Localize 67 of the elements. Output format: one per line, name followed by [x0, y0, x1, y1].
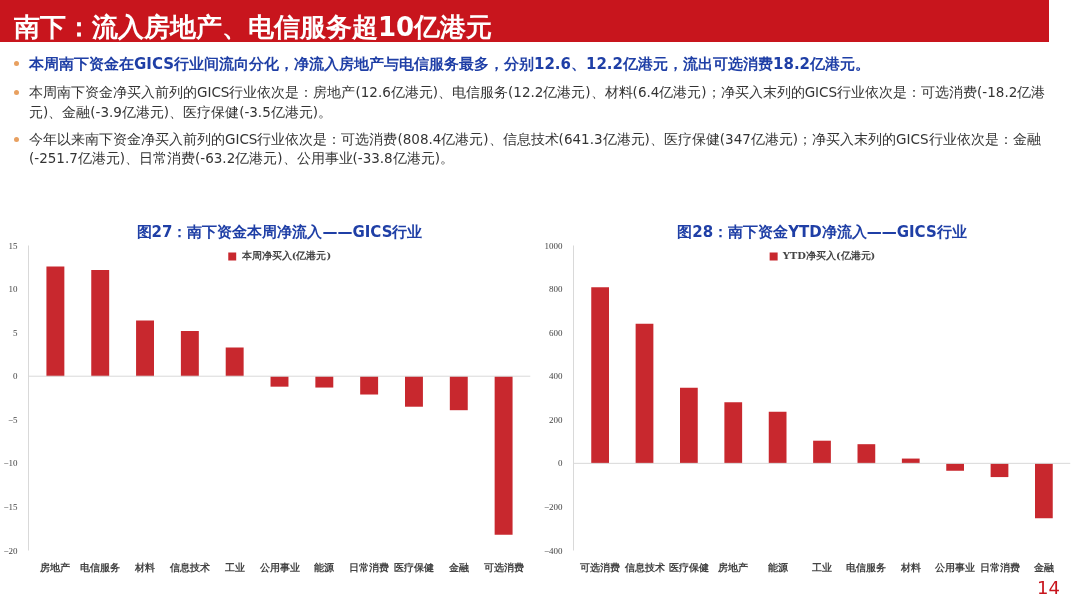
bar: [405, 376, 423, 407]
bar: [91, 269, 110, 377]
bar: [270, 376, 289, 387]
bar: [494, 376, 513, 535]
bar: [360, 376, 379, 395]
y-tick-label: 5: [13, 327, 18, 338]
y-tick-label: 200: [549, 414, 563, 425]
bar: [857, 444, 876, 464]
x-tick-label: 房地产: [717, 561, 749, 573]
y-tick-label: 800: [549, 284, 563, 295]
x-tick-label: 房地产: [39, 561, 71, 573]
text: 南下：流入房地产、电信服务超10亿港元: [0, 0, 1049, 42]
bar: [315, 376, 334, 388]
x-tick-label: 公用事业: [934, 561, 976, 573]
x-tick-label: 电信服务: [80, 561, 121, 573]
x-tick-label: 可选消费: [579, 561, 621, 573]
y-tick-label: 600: [549, 327, 563, 338]
bar: [591, 287, 609, 464]
chart-title: 图28：南下资金YTD净流入——GICS行业: [677, 222, 967, 241]
bar: [990, 463, 1009, 478]
x-tick-label: 材料: [899, 561, 921, 573]
x-tick-label: 材料: [134, 561, 156, 573]
x-tick-label: 工业: [811, 561, 832, 573]
y-tick-label: −400: [543, 545, 563, 556]
bar: [449, 376, 468, 411]
x-tick-label: 能源: [314, 561, 336, 573]
legend-label: YTD净买入(亿港元): [782, 249, 876, 263]
text: 14: [1036, 576, 1060, 600]
x-tick-label: 电信服务: [846, 561, 887, 573]
x-tick-label: 日常消费: [349, 561, 390, 573]
x-tick-label: 能源: [767, 561, 789, 573]
y-tick-label: −200: [543, 501, 563, 512]
bar: [680, 387, 698, 464]
bar: [813, 440, 831, 464]
x-tick-label: 金融: [1032, 561, 1055, 573]
chart-title: 图27：南下资金本周净流入——GICS行业: [136, 222, 423, 241]
y-tick-label: −20: [3, 545, 18, 556]
y-tick-label: 10: [8, 284, 18, 295]
bar: [46, 266, 65, 377]
x-tick-label: 信息技术: [623, 561, 666, 573]
bar: [1035, 463, 1053, 519]
text: 今年以来南下资金净买入前列的GICS行业依次是：可选消费(808.4亿港元)、信息技术(641.3亿港元)、医疗保健(347亿港元)；净买入末列的GICS行业依次是：金融(-251.7亿港元)、日常消费(-63.2亿港元)、公用事业(-33.8亿港元)。: [29, 130, 1042, 169]
y-tick-label: −15: [3, 501, 18, 512]
y-tick-label: 400: [549, 371, 563, 382]
bar: [635, 323, 654, 464]
y-tick-label: 0: [13, 371, 18, 382]
y-tick-label: 0: [558, 458, 563, 469]
x-tick-label: 日常消费: [979, 561, 1020, 573]
bar: [136, 320, 154, 377]
x-tick-label: 医疗保健: [393, 561, 434, 573]
x-tick-label: 工业: [223, 561, 245, 573]
x-tick-label: 可选消费: [482, 561, 524, 573]
bar: [768, 411, 787, 464]
x-tick-label: 信息技术: [168, 561, 211, 573]
text: 本周南下资金净买入前列的GICS行业依次是：房地产(12.6亿港元)、电信服务(12.2亿港元)、材料(6.4亿港元)；净买入末列的GICS行业依次是：可选消费(-18.2亿港元)、金融(-3.9亿港元)、医疗保健(-3.5亿港元)。: [29, 83, 1047, 122]
x-tick-label: 金融: [447, 561, 470, 573]
x-tick-label: 公用事业: [258, 561, 300, 573]
bar: [225, 347, 244, 377]
y-tick-label: −5: [7, 414, 18, 425]
y-tick-label: −10: [3, 458, 18, 469]
y-tick-label: 1000: [544, 240, 563, 251]
y-tick-label: 15: [8, 240, 18, 251]
text: 本周南下资金在GICS行业间流向分化，净流入房地产与电信服务最多，分别12.6、12.2亿港元，流出可选消费18.2亿港元。: [29, 54, 871, 75]
bar: [180, 330, 199, 377]
legend-label: 本周净买入(亿港元): [241, 249, 332, 263]
x-tick-label: 医疗保健: [668, 561, 709, 573]
bar: [724, 402, 743, 464]
